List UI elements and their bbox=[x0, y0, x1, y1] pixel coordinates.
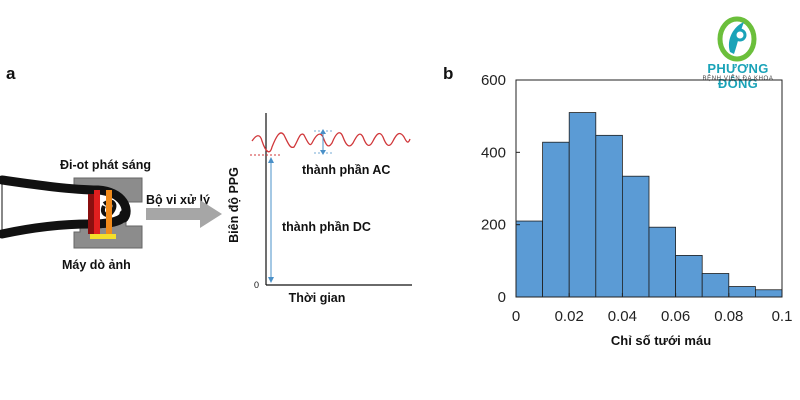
x-tick-label: 0.02 bbox=[555, 308, 584, 325]
histogram-bar bbox=[648, 226, 677, 298]
photodetector bbox=[90, 234, 116, 239]
histogram-bar bbox=[675, 255, 703, 298]
y-tick-label: 0 bbox=[498, 289, 506, 306]
detector-label: Máy dò ảnh bbox=[62, 258, 131, 272]
histogram-bar bbox=[568, 112, 597, 298]
ppg-waveform bbox=[251, 132, 411, 153]
x-tick-label: 0.1 bbox=[772, 308, 793, 325]
logo-emblem-icon bbox=[717, 16, 757, 62]
y-tick-label: 200 bbox=[481, 217, 506, 234]
finger-sensor-diagram bbox=[0, 175, 222, 249]
ac-label: thành phần AC bbox=[302, 163, 390, 177]
histogram-bar bbox=[701, 273, 730, 298]
x-tick-label: 0 bbox=[512, 308, 520, 325]
perfusion-index-histogram: 0 200 400 600 0 0.02 0.04 0.06 0.08 0.1 Chỉ số t… bbox=[481, 72, 793, 348]
panel-a-label: a bbox=[6, 64, 16, 83]
histogram-bar bbox=[621, 175, 650, 298]
ppg-signal-plot: Biên độ PPG 0 Thời gian thành phần AC th… bbox=[227, 113, 412, 305]
dc-label: thành phần DC bbox=[282, 220, 371, 234]
led-light-dark bbox=[88, 194, 94, 234]
y-tick-label: 600 bbox=[481, 72, 506, 89]
histogram-xlabel: Chỉ số tưới máu bbox=[611, 333, 711, 348]
x-tick-label: 0.08 bbox=[714, 308, 743, 325]
processor-arrow bbox=[146, 200, 222, 228]
processor-label: Bộ vi xử lý bbox=[146, 193, 210, 207]
hospital-logo: PHƯƠNG ĐÔNG BỆNH VIỆN ĐA KHOA bbox=[688, 14, 788, 91]
ppg-origin-label: 0 bbox=[254, 280, 259, 290]
ppg-ylabel: Biên độ PPG bbox=[227, 167, 241, 243]
histogram-frame bbox=[515, 79, 783, 298]
histogram-bar bbox=[595, 134, 623, 298]
led-light-orange bbox=[106, 190, 112, 236]
x-tick-label: 0.06 bbox=[661, 308, 690, 325]
led-label: Đi-ot phát sáng bbox=[60, 158, 151, 172]
ppg-xlabel: Thời gian bbox=[289, 291, 346, 305]
y-tick-label: 400 bbox=[481, 144, 506, 161]
logo-tagline: BỆNH VIỆN ĐA KHOA bbox=[702, 76, 774, 82]
x-tick-label: 0.04 bbox=[608, 308, 637, 325]
led-light-red bbox=[94, 190, 100, 236]
panel-b-label: b bbox=[443, 64, 454, 83]
histogram-bar bbox=[542, 141, 570, 298]
histogram-bar bbox=[515, 220, 544, 298]
histogram-bar bbox=[754, 289, 783, 298]
histogram-bar bbox=[728, 286, 756, 298]
